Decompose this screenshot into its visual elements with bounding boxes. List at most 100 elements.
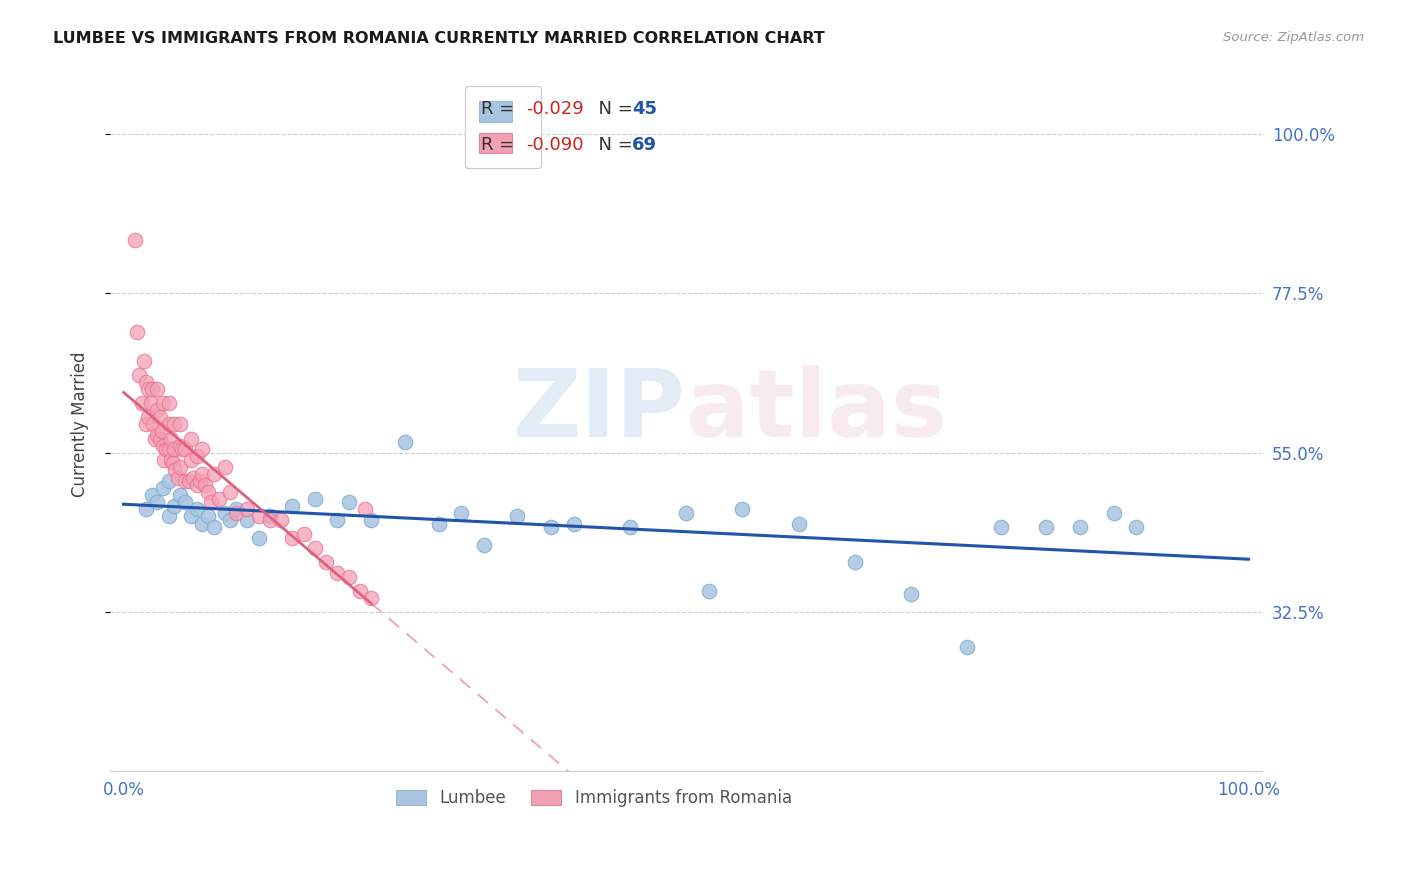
Point (157, 442, 180, 457)
Point (163, 499, 186, 513)
Text: 45: 45 (631, 100, 657, 119)
Point (219, 513, 242, 527)
Point (259, 509, 281, 524)
Text: Source: ZipAtlas.com: Source: ZipAtlas.com (1223, 31, 1364, 45)
Point (146, 382, 169, 396)
Point (315, 556, 337, 570)
Point (208, 491, 231, 506)
Point (562, 516, 585, 531)
Point (170, 442, 193, 457)
Point (197, 509, 219, 524)
Point (214, 506, 236, 520)
Point (157, 474, 180, 488)
Point (128, 368, 150, 382)
Point (281, 531, 304, 545)
Point (731, 502, 754, 516)
Text: -0.029: -0.029 (526, 100, 583, 119)
Point (427, 516, 450, 531)
Point (163, 442, 186, 457)
Legend: Lumbee, Immigrants from Romania: Lumbee, Immigrants from Romania (388, 780, 800, 815)
Point (197, 484, 219, 499)
Point (159, 452, 181, 467)
Point (186, 502, 208, 516)
Point (148, 410, 170, 425)
Point (157, 417, 180, 432)
Point (540, 520, 562, 534)
Point (304, 491, 326, 506)
Point (326, 513, 349, 527)
Point (143, 432, 166, 446)
Point (281, 499, 304, 513)
Point (225, 506, 247, 520)
Point (169, 439, 191, 453)
Point (675, 506, 697, 520)
Point (186, 450, 208, 464)
Point (174, 442, 197, 457)
Point (159, 432, 181, 446)
Text: R =: R = (481, 100, 520, 119)
Point (153, 452, 176, 467)
Point (135, 375, 157, 389)
Point (148, 432, 170, 446)
Y-axis label: Currently Married: Currently Married (72, 351, 89, 497)
Point (141, 382, 163, 396)
Point (787, 516, 810, 531)
Point (394, 435, 416, 450)
Point (136, 382, 159, 396)
Point (186, 477, 208, 491)
Point (165, 463, 187, 477)
Point (1069, 520, 1091, 534)
Point (169, 488, 191, 502)
Point (349, 583, 371, 598)
Point (990, 520, 1012, 534)
Point (125, 326, 148, 340)
Point (132, 353, 155, 368)
Point (152, 481, 174, 495)
Point (139, 396, 162, 410)
Point (169, 417, 191, 432)
Point (174, 474, 197, 488)
Point (1102, 506, 1125, 520)
Point (152, 396, 174, 410)
Point (844, 556, 866, 570)
Point (169, 459, 191, 474)
Point (193, 477, 215, 491)
Point (146, 428, 169, 442)
Point (135, 417, 157, 432)
Point (180, 509, 202, 524)
Point (1035, 520, 1057, 534)
Point (225, 502, 247, 516)
Point (177, 474, 200, 488)
Point (174, 495, 197, 509)
Point (247, 531, 270, 545)
Point (247, 509, 270, 524)
Point (450, 506, 472, 520)
Point (202, 467, 225, 481)
Point (181, 470, 204, 484)
Point (506, 509, 529, 524)
Point (141, 488, 163, 502)
Point (697, 583, 720, 598)
Point (304, 541, 326, 556)
Point (619, 520, 641, 534)
Text: R =: R = (481, 136, 520, 154)
Text: N =: N = (586, 136, 638, 154)
Point (259, 513, 281, 527)
Point (236, 513, 259, 527)
Point (191, 467, 214, 481)
Text: -0.090: -0.090 (526, 136, 583, 154)
Point (472, 538, 495, 552)
Point (292, 527, 315, 541)
Point (180, 432, 202, 446)
Point (150, 425, 173, 439)
Point (157, 509, 180, 524)
Point (162, 456, 184, 470)
Point (191, 516, 214, 531)
Point (326, 566, 349, 581)
Point (188, 474, 211, 488)
Point (236, 502, 259, 516)
Point (354, 502, 377, 516)
Point (200, 495, 222, 509)
Point (142, 417, 165, 432)
Point (157, 396, 180, 410)
